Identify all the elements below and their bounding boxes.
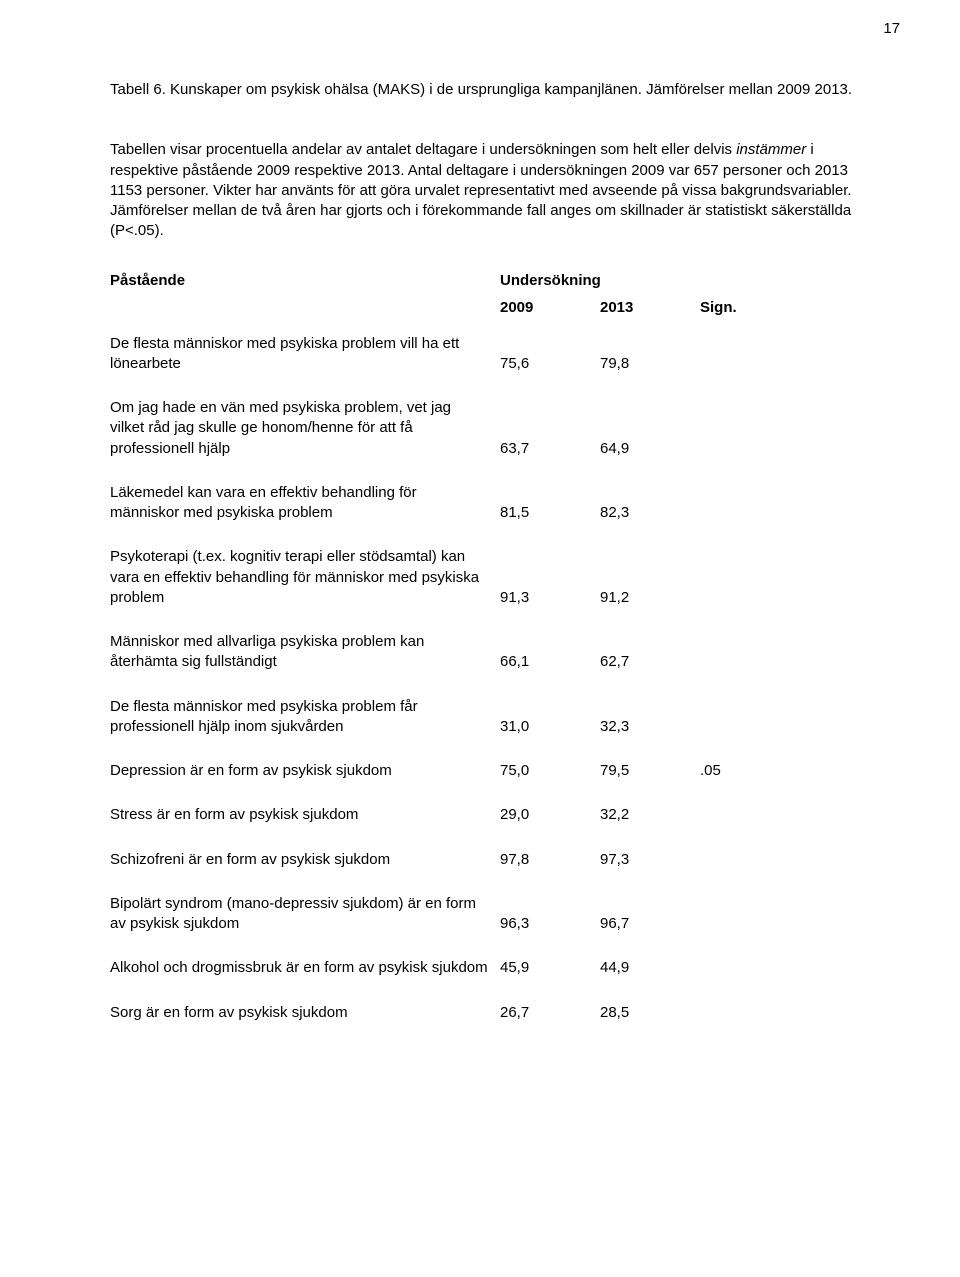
table-row: Depression är en form av psykisk sjukdom… — [110, 761, 870, 781]
value-2013-cell: 28,5 — [600, 1003, 700, 1023]
value-2009-cell: 45,9 — [500, 958, 600, 978]
col-2013-header: 2013 — [600, 299, 700, 316]
statement-cell: Depression är en form av psykisk sjukdom — [110, 761, 500, 781]
value-2009-cell: 75,6 — [500, 354, 600, 374]
table-row: Stress är en form av psykisk sjukdom29,0… — [110, 805, 870, 825]
statement-cell: Människor med allvarliga psykiska proble… — [110, 632, 500, 673]
col-survey-header: Undersökning — [500, 272, 700, 289]
value-2009-cell: 63,7 — [500, 439, 600, 459]
col-sign-header: Sign. — [700, 299, 800, 316]
value-2013-cell: 96,7 — [600, 914, 700, 934]
value-2013-cell: 62,7 — [600, 652, 700, 672]
statement-cell: Psykoterapi (t.ex. kognitiv terapi eller… — [110, 547, 500, 608]
value-2013-cell: 44,9 — [600, 958, 700, 978]
value-2009-cell: 97,8 — [500, 850, 600, 870]
table-body: De flesta människor med psykiska problem… — [110, 334, 870, 1023]
table-row: Läkemedel kan vara en effektiv behandlin… — [110, 483, 870, 524]
value-2009-cell: 81,5 — [500, 503, 600, 523]
desc-before-italic: Tabellen visar procentuella andelar av a… — [110, 141, 736, 158]
col-statement-header: Påstående — [110, 272, 500, 289]
value-2013-cell: 82,3 — [600, 503, 700, 523]
table-row: De flesta människor med psykiska problem… — [110, 334, 870, 375]
page-number: 17 — [883, 20, 900, 37]
table-row: De flesta människor med psykiska problem… — [110, 697, 870, 738]
table-row: Bipolärt syndrom (mano-depressiv sjukdom… — [110, 894, 870, 935]
value-2013-cell: 32,3 — [600, 717, 700, 737]
table-header-row1: Påstående Undersökning — [110, 272, 870, 289]
value-2013-cell: 32,2 — [600, 805, 700, 825]
statement-cell: Stress är en form av psykisk sjukdom — [110, 805, 500, 825]
table-row: Schizofreni är en form av psykisk sjukdo… — [110, 850, 870, 870]
table-row: Psykoterapi (t.ex. kognitiv terapi eller… — [110, 547, 870, 608]
value-2009-cell: 96,3 — [500, 914, 600, 934]
table-caption: Tabell 6. Kunskaper om psykisk ohälsa (M… — [110, 80, 870, 100]
value-2009-cell: 26,7 — [500, 1003, 600, 1023]
statement-cell: De flesta människor med psykiska problem… — [110, 697, 500, 738]
value-2009-cell: 66,1 — [500, 652, 600, 672]
value-2013-cell: 79,5 — [600, 761, 700, 781]
table-row: Sorg är en form av psykisk sjukdom26,728… — [110, 1003, 870, 1023]
value-2013-cell: 79,8 — [600, 354, 700, 374]
table-row: Människor med allvarliga psykiska proble… — [110, 632, 870, 673]
value-2009-cell: 91,3 — [500, 588, 600, 608]
value-2013-cell: 64,9 — [600, 439, 700, 459]
col-2009-header: 2009 — [500, 299, 600, 316]
table-header-row2: 2009 2013 Sign. — [110, 299, 870, 316]
table-row: Alkohol och drogmissbruk är en form av p… — [110, 958, 870, 978]
statement-cell: Läkemedel kan vara en effektiv behandlin… — [110, 483, 500, 524]
caption-title: Kunskaper om psykisk ohälsa (MAKS) i de … — [170, 81, 852, 98]
statement-cell: Alkohol och drogmissbruk är en form av p… — [110, 958, 500, 978]
sign-cell: .05 — [700, 761, 800, 781]
value-2009-cell: 75,0 — [500, 761, 600, 781]
table-row: Om jag hade en vän med psykiska problem,… — [110, 398, 870, 459]
value-2009-cell: 31,0 — [500, 717, 600, 737]
value-2013-cell: 91,2 — [600, 588, 700, 608]
document-page: 17 Tabell 6. Kunskaper om psykisk ohälsa… — [0, 0, 960, 1277]
caption-prefix: Tabell 6. — [110, 81, 170, 98]
statement-cell: Sorg är en form av psykisk sjukdom — [110, 1003, 500, 1023]
statement-cell: De flesta människor med psykiska problem… — [110, 334, 500, 375]
desc-italic-word: instämmer — [736, 141, 806, 158]
value-2013-cell: 97,3 — [600, 850, 700, 870]
statement-cell: Bipolärt syndrom (mano-depressiv sjukdom… — [110, 894, 500, 935]
value-2009-cell: 29,0 — [500, 805, 600, 825]
statement-cell: Om jag hade en vän med psykiska problem,… — [110, 398, 500, 459]
table-description: Tabellen visar procentuella andelar av a… — [110, 140, 870, 241]
statement-cell: Schizofreni är en form av psykisk sjukdo… — [110, 850, 500, 870]
